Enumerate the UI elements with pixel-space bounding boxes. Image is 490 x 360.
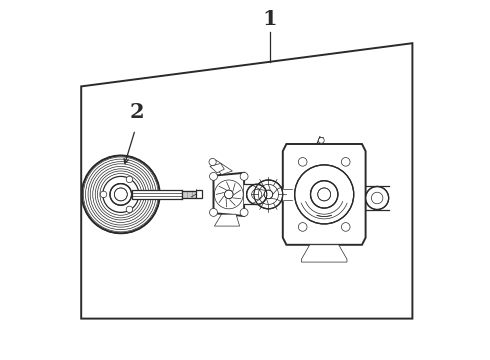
Circle shape [126, 176, 133, 183]
Circle shape [224, 190, 233, 199]
FancyBboxPatch shape [132, 190, 182, 199]
FancyBboxPatch shape [196, 190, 202, 198]
Circle shape [298, 222, 307, 231]
Text: 1: 1 [263, 9, 277, 29]
Circle shape [100, 191, 107, 198]
Polygon shape [215, 214, 240, 226]
Circle shape [298, 158, 307, 166]
Circle shape [342, 222, 350, 231]
Polygon shape [214, 173, 244, 216]
Circle shape [254, 180, 283, 209]
Polygon shape [211, 160, 232, 175]
Circle shape [82, 156, 160, 233]
Circle shape [210, 172, 218, 180]
Circle shape [264, 190, 273, 199]
Circle shape [114, 188, 127, 201]
Circle shape [209, 158, 216, 166]
Circle shape [240, 172, 248, 180]
Circle shape [210, 208, 218, 216]
Polygon shape [301, 245, 347, 262]
Circle shape [366, 186, 389, 210]
Circle shape [126, 206, 133, 213]
Circle shape [342, 158, 350, 166]
Circle shape [311, 181, 338, 208]
Circle shape [110, 184, 132, 205]
Circle shape [318, 188, 331, 201]
Text: 2: 2 [130, 102, 145, 122]
Circle shape [240, 208, 248, 216]
Circle shape [294, 165, 354, 224]
Polygon shape [283, 144, 366, 245]
Polygon shape [81, 43, 413, 319]
Circle shape [318, 138, 324, 143]
Polygon shape [210, 163, 224, 173]
Circle shape [246, 184, 267, 204]
